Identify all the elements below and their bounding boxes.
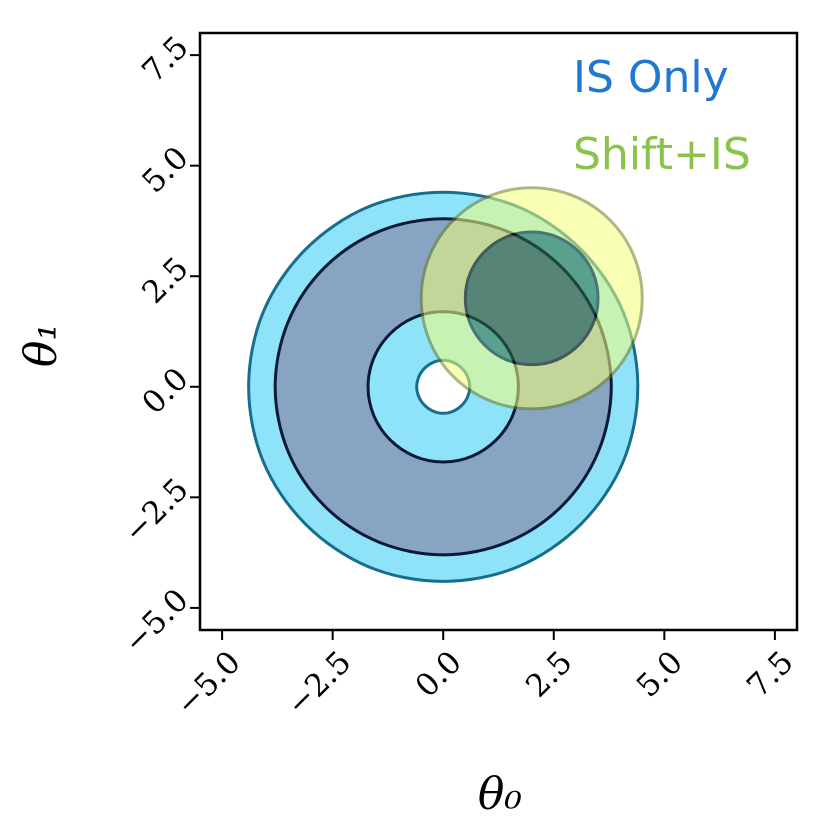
x-tick-label: −2.5 bbox=[280, 644, 359, 723]
y-tick-label: −2.5 bbox=[117, 472, 196, 551]
plot-area bbox=[247, 186, 644, 583]
plot-frame bbox=[198, 31, 799, 632]
contour-group bbox=[419, 186, 644, 411]
x-tick-label: 7.5 bbox=[740, 644, 800, 704]
x-tick-label: 0.0 bbox=[409, 644, 469, 704]
y-tick-label: 2.5 bbox=[135, 250, 195, 310]
x-tick-label: 2.5 bbox=[519, 644, 579, 704]
y-axis-label: θ₁ bbox=[16, 323, 67, 367]
y-tick-label: 0.0 bbox=[135, 361, 195, 421]
legend-label: Shift+IS bbox=[573, 129, 751, 180]
y-tick-label: 7.5 bbox=[135, 29, 195, 89]
contour bbox=[463, 230, 600, 367]
x-axis-label: θ₀ bbox=[478, 769, 522, 820]
x-tick-label: 5.0 bbox=[630, 644, 690, 704]
y-tick-label: −5.0 bbox=[117, 582, 196, 661]
x-tick-label: −5.0 bbox=[169, 644, 248, 723]
y-tick-label: 5.0 bbox=[135, 140, 195, 200]
legend-label: IS Only bbox=[573, 52, 729, 103]
